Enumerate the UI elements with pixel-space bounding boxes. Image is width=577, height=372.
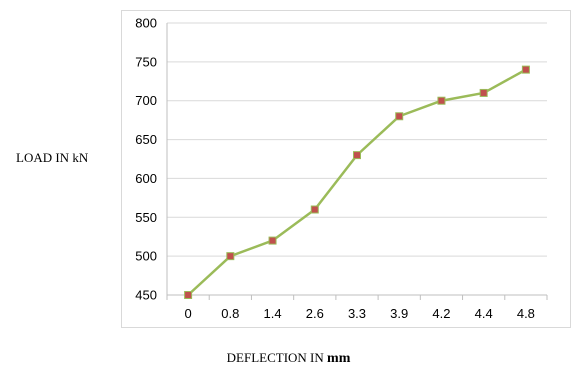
x-tick-label-2: 1.4 — [264, 306, 282, 321]
x-axis-label: DEFLECTION IN mm — [0, 350, 577, 367]
y-tick-labels: 450 500 550 600 650 700 750 800 — [135, 16, 157, 303]
series-polyline — [187, 68, 527, 296]
x-tick-label-7: 4.4 — [475, 306, 493, 321]
data-point-0 — [184, 291, 193, 299]
x-tick-label-8: 4.8 — [517, 306, 535, 321]
y-tick-label-500: 500 — [135, 249, 157, 264]
series-line — [187, 68, 527, 296]
data-point-3 — [310, 205, 319, 214]
x-tick-label-6: 4.2 — [432, 306, 450, 321]
x-axis-label-text: DEFLECTION IN — [226, 350, 324, 365]
x-axis — [166, 23, 548, 300]
data-point-7 — [479, 88, 488, 97]
x-tick-label-5: 3.9 — [390, 306, 408, 321]
y-tick-label-700: 700 — [135, 93, 157, 108]
y-tick-label-600: 600 — [135, 171, 157, 186]
data-markers — [184, 65, 530, 299]
y-tick-label-750: 750 — [135, 54, 157, 69]
y-tick-label-550: 550 — [135, 210, 157, 225]
y-tick-label-800: 800 — [135, 16, 157, 31]
x-axis-label-unit: mm — [327, 351, 351, 366]
data-point-6 — [437, 96, 446, 105]
data-point-8 — [521, 65, 530, 74]
x-tick-label-4: 3.3 — [348, 306, 366, 321]
x-tick-labels: 0 0.8 1.4 2.6 3.3 3.9 4.2 4.4 4.8 — [184, 306, 534, 321]
grid-lines — [167, 22, 547, 257]
x-tick-label-3: 2.6 — [306, 306, 324, 321]
x-tick-label-1: 0.8 — [221, 306, 239, 321]
y-tick-label-450: 450 — [135, 288, 157, 303]
data-point-4 — [353, 151, 361, 160]
y-tick-label-650: 650 — [135, 132, 157, 147]
x-tick-label-0: 0 — [184, 306, 191, 321]
y-axis-label: LOAD IN kN — [16, 150, 89, 165]
data-point-1 — [226, 252, 235, 261]
data-point-2 — [268, 236, 277, 245]
data-point-5 — [395, 112, 404, 121]
